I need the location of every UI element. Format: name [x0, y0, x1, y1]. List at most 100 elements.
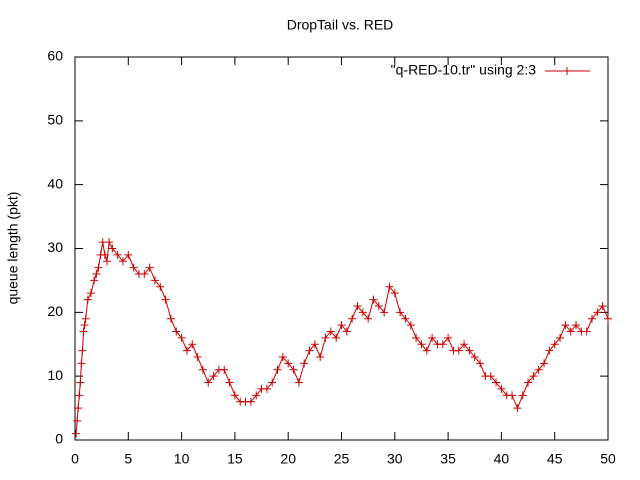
- point-marker: [74, 404, 83, 413]
- point-marker: [486, 372, 495, 381]
- point-marker: [470, 353, 479, 362]
- point-marker: [572, 321, 581, 330]
- y-tick-label: 50: [47, 112, 63, 128]
- x-tick-label: 5: [124, 451, 132, 467]
- x-tick-label: 15: [227, 451, 243, 467]
- point-marker: [246, 397, 255, 406]
- x-tick-label: 35: [440, 451, 456, 467]
- y-tick-label: 40: [47, 175, 63, 191]
- point-marker: [428, 333, 437, 342]
- point-marker: [76, 378, 85, 387]
- point-marker: [220, 365, 229, 374]
- point-marker: [140, 270, 149, 279]
- point-marker: [278, 353, 287, 362]
- point-marker: [385, 282, 394, 291]
- point-marker: [72, 429, 81, 438]
- x-tick-label: 30: [387, 451, 403, 467]
- point-marker: [77, 359, 86, 368]
- point-marker: [80, 321, 89, 330]
- point-marker: [518, 391, 527, 400]
- point-marker: [166, 314, 175, 323]
- y-tick-label: 60: [47, 48, 63, 64]
- point-marker: [177, 333, 186, 342]
- point-marker: [294, 378, 303, 387]
- point-marker: [209, 372, 218, 381]
- point-marker: [497, 384, 506, 393]
- point-marker: [369, 295, 378, 304]
- point-marker: [172, 327, 181, 336]
- point-marker: [438, 340, 447, 349]
- y-tick-label: 0: [55, 431, 63, 447]
- point-marker: [90, 276, 99, 285]
- point-marker: [83, 295, 92, 304]
- point-marker: [460, 340, 469, 349]
- point-marker: [492, 378, 501, 387]
- point-marker: [582, 327, 591, 336]
- x-tick-label: 45: [547, 451, 563, 467]
- point-marker: [105, 238, 114, 247]
- point-marker: [108, 244, 117, 253]
- point-marker: [182, 346, 191, 355]
- x-tick-label: 25: [334, 451, 350, 467]
- point-marker: [321, 333, 330, 342]
- point-marker: [358, 308, 367, 317]
- point-marker: [289, 365, 298, 374]
- point-marker: [396, 308, 405, 317]
- point-marker: [353, 301, 362, 310]
- point-marker: [268, 378, 277, 387]
- point-marker: [124, 250, 133, 259]
- y-axis-label: queue length (pkt): [5, 192, 21, 305]
- legend-label: "q-RED-10.tr" using 2:3: [391, 62, 537, 78]
- point-marker: [406, 321, 415, 330]
- point-marker: [454, 346, 463, 355]
- point-marker: [94, 263, 103, 272]
- point-marker: [75, 391, 84, 400]
- point-marker: [524, 378, 533, 387]
- x-tick-label: 0: [71, 451, 79, 467]
- point-marker: [412, 333, 421, 342]
- y-tick-label: 30: [47, 239, 63, 255]
- point-marker: [561, 321, 570, 330]
- point-marker: [380, 308, 389, 317]
- point-marker: [86, 289, 95, 298]
- point-marker: [342, 327, 351, 336]
- point-marker: [540, 359, 549, 368]
- x-tick-label: 50: [600, 451, 616, 467]
- point-marker: [92, 270, 101, 279]
- point-marker: [161, 295, 170, 304]
- point-marker: [230, 391, 239, 400]
- point-marker: [129, 263, 138, 272]
- point-marker: [252, 391, 261, 400]
- y-tick-label: 20: [47, 303, 63, 319]
- point-marker: [113, 250, 122, 259]
- point-marker: [79, 327, 88, 336]
- x-tick-label: 10: [174, 451, 190, 467]
- point-marker: [390, 289, 399, 298]
- chart-title: DropTail vs. RED: [287, 17, 394, 33]
- point-marker: [550, 340, 559, 349]
- point-marker: [337, 321, 346, 330]
- y-tick-label: 10: [47, 367, 63, 383]
- point-marker: [401, 314, 410, 323]
- point-marker: [534, 365, 543, 374]
- point-marker: [198, 365, 207, 374]
- point-marker: [300, 359, 309, 368]
- series-line: [75, 240, 609, 434]
- point-marker: [78, 346, 87, 355]
- point-marker: [529, 372, 538, 381]
- point-marker: [316, 353, 325, 362]
- point-marker: [593, 308, 602, 317]
- x-tick-label: 20: [280, 451, 296, 467]
- point-marker: [598, 301, 607, 310]
- point-marker: [188, 340, 197, 349]
- point-marker: [348, 314, 357, 323]
- point-marker: [604, 314, 612, 323]
- point-marker: [364, 314, 373, 323]
- point-marker: [374, 301, 383, 310]
- point-marker: [310, 340, 319, 349]
- point-marker: [305, 346, 314, 355]
- point-marker: [444, 333, 453, 342]
- point-marker: [284, 359, 293, 368]
- point-marker: [145, 263, 154, 272]
